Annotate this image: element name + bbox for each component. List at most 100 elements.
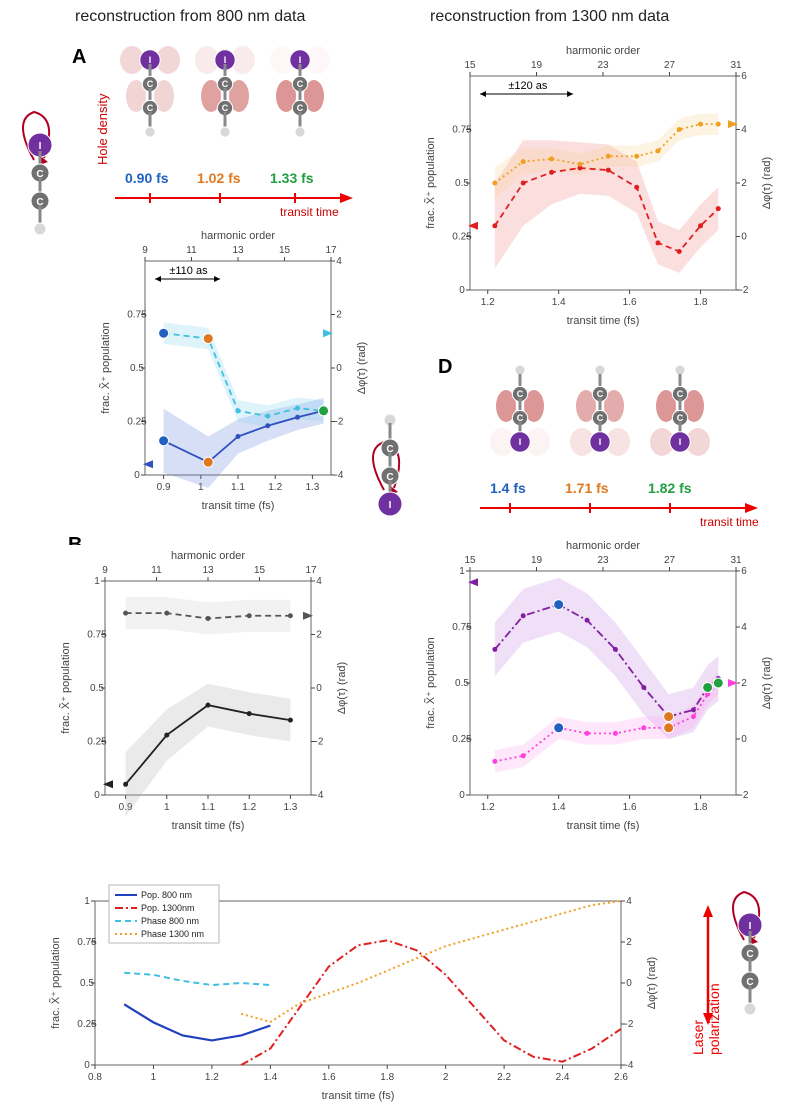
- panel-label-d: D: [438, 356, 452, 379]
- svg-text:6: 6: [741, 71, 747, 82]
- svg-text:27: 27: [664, 60, 676, 71]
- svg-text:frac. X̃⁺ population: frac. X̃⁺ population: [99, 322, 112, 413]
- svg-text:I: I: [599, 437, 602, 447]
- time-d-2: 1.82 fs: [648, 480, 692, 496]
- svg-text:transit time (fs): transit time (fs): [202, 500, 275, 512]
- svg-text:15: 15: [464, 555, 476, 566]
- svg-text:0: 0: [134, 470, 140, 481]
- svg-text:15: 15: [279, 245, 291, 256]
- svg-text:2.6: 2.6: [614, 1072, 628, 1083]
- svg-text:0: 0: [94, 790, 100, 801]
- svg-text:transit time (fs): transit time (fs): [567, 820, 640, 832]
- svg-text:11: 11: [186, 245, 197, 256]
- svg-text:4: 4: [316, 576, 322, 587]
- svg-text:1.3: 1.3: [305, 482, 319, 493]
- svg-text:0: 0: [459, 285, 465, 296]
- svg-text:2: 2: [741, 178, 747, 189]
- svg-text:0.75: 0.75: [77, 937, 97, 948]
- svg-text:I: I: [519, 437, 522, 447]
- svg-text:transit time (fs): transit time (fs): [172, 820, 245, 832]
- svg-text:2.4: 2.4: [556, 1072, 570, 1083]
- svg-text:1.1: 1.1: [231, 482, 245, 493]
- header-left: reconstruction from 800 nm data: [75, 8, 305, 26]
- svg-text:C: C: [597, 413, 604, 423]
- svg-text:±110 as: ±110 as: [169, 265, 208, 277]
- chart-a: 0.911.11.21.300.250.50.75-4-202491113151…: [95, 225, 375, 515]
- svg-text:0: 0: [459, 790, 465, 801]
- svg-text:I: I: [224, 55, 227, 65]
- svg-text:Δφ(τ) (rad): Δφ(τ) (rad): [646, 957, 658, 1009]
- svg-text:C: C: [147, 103, 154, 113]
- svg-text:Δφ(τ) (rad): Δφ(τ) (rad): [336, 662, 348, 714]
- svg-text:0.5: 0.5: [455, 678, 469, 689]
- svg-text:15: 15: [464, 60, 476, 71]
- svg-text:-2: -2: [625, 1019, 634, 1030]
- svg-text:1.2: 1.2: [481, 297, 495, 308]
- svg-text:0.9: 0.9: [157, 482, 171, 493]
- svg-text:1.6: 1.6: [623, 802, 637, 813]
- svg-text:I: I: [389, 500, 392, 511]
- chart-b: 0.911.11.21.300.250.50.751-4-20249111315…: [55, 545, 355, 835]
- svg-text:0.75: 0.75: [127, 310, 147, 321]
- svg-text:I: I: [39, 141, 42, 152]
- time-d-1: 1.71 fs: [565, 480, 609, 496]
- svg-text:0: 0: [741, 232, 747, 243]
- svg-text:1: 1: [151, 1072, 157, 1083]
- svg-text:-4: -4: [625, 1060, 634, 1071]
- svg-text:-2: -2: [315, 737, 324, 748]
- svg-text:C: C: [677, 413, 684, 423]
- svg-text:0.25: 0.25: [452, 734, 472, 745]
- svg-text:1.8: 1.8: [380, 1072, 394, 1083]
- svg-text:9: 9: [142, 245, 148, 256]
- svg-text:19: 19: [531, 555, 543, 566]
- svg-text:1.3: 1.3: [283, 802, 297, 813]
- svg-text:0: 0: [84, 1060, 90, 1071]
- svg-text:23: 23: [597, 60, 609, 71]
- svg-text:4: 4: [741, 622, 747, 633]
- svg-text:1: 1: [164, 802, 170, 813]
- svg-text:1.4: 1.4: [552, 802, 566, 813]
- svg-text:-2: -2: [740, 285, 749, 296]
- svg-text:0.25: 0.25: [452, 232, 472, 243]
- svg-text:2: 2: [443, 1072, 449, 1083]
- svg-text:2.2: 2.2: [497, 1072, 511, 1083]
- svg-text:1.1: 1.1: [201, 802, 215, 813]
- svg-text:0: 0: [336, 363, 342, 374]
- svg-text:1.8: 1.8: [694, 297, 708, 308]
- molecule-b-right: CCI: [360, 400, 420, 600]
- svg-text:9: 9: [102, 565, 108, 576]
- svg-text:0.5: 0.5: [90, 683, 104, 694]
- panel-a-molecules: ICCICCICC: [110, 40, 360, 190]
- svg-text:4: 4: [741, 125, 747, 136]
- svg-text:0.75: 0.75: [452, 125, 472, 136]
- chart-d: 1.21.41.61.800.250.50.751-20246151923273…: [420, 535, 780, 835]
- svg-text:1.2: 1.2: [205, 1072, 219, 1083]
- svg-text:0: 0: [626, 978, 632, 989]
- svg-text:4: 4: [336, 256, 342, 267]
- svg-text:frac. X̃⁺ population: frac. X̃⁺ population: [424, 637, 437, 728]
- header-right: reconstruction from 1300 nm data: [430, 8, 669, 26]
- svg-text:C: C: [597, 389, 604, 399]
- svg-text:2: 2: [626, 937, 632, 948]
- hole-density-label: Hole density: [95, 93, 110, 165]
- svg-text:17: 17: [305, 565, 317, 576]
- molecule-a-left: ICC: [10, 100, 70, 280]
- svg-text:Δφ(τ) (rad): Δφ(τ) (rad): [356, 342, 368, 394]
- svg-text:2: 2: [336, 310, 342, 321]
- svg-text:1.6: 1.6: [322, 1072, 336, 1083]
- svg-text:-2: -2: [335, 417, 344, 428]
- svg-text:0: 0: [316, 683, 322, 694]
- svg-text:1.4: 1.4: [263, 1072, 277, 1083]
- svg-text:1.8: 1.8: [694, 802, 708, 813]
- svg-text:C: C: [222, 79, 229, 89]
- svg-text:C: C: [517, 413, 524, 423]
- svg-text:1.6: 1.6: [623, 297, 637, 308]
- svg-text:31: 31: [730, 555, 742, 566]
- svg-text:1.2: 1.2: [242, 802, 256, 813]
- svg-text:15: 15: [254, 565, 266, 576]
- svg-text:0.75: 0.75: [87, 630, 107, 641]
- svg-text:I: I: [149, 55, 152, 65]
- svg-text:1.2: 1.2: [268, 482, 282, 493]
- svg-text:2: 2: [741, 678, 747, 689]
- transit-arrow-a: [115, 188, 355, 208]
